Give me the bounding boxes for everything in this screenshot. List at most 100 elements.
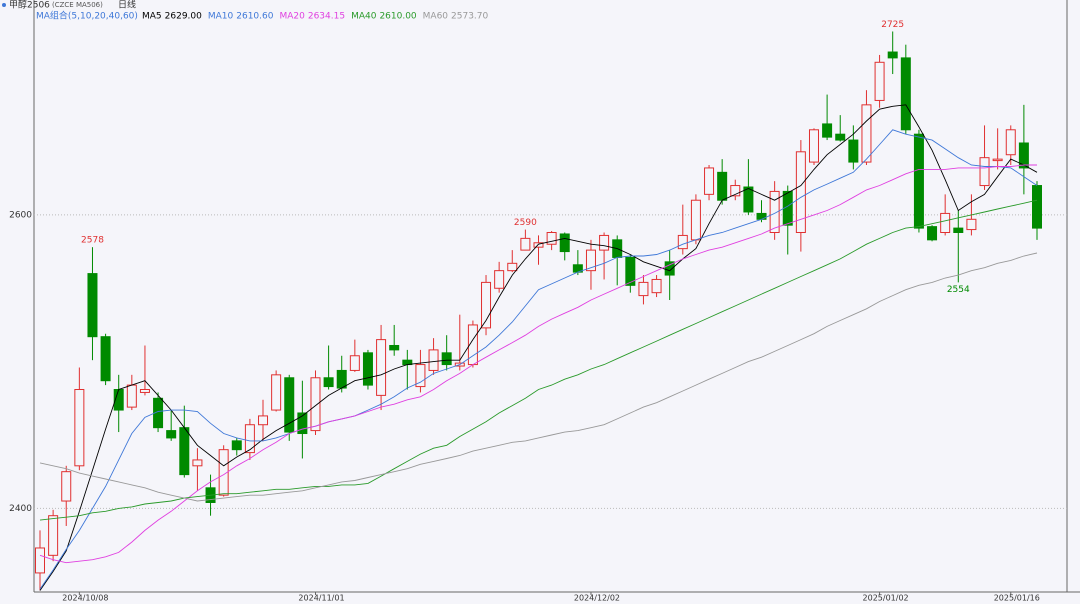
candle-body [1005,129,1016,156]
candle-body [953,227,964,234]
candle-body [913,133,924,229]
candle-body [874,61,885,101]
x-tick-label: 2024/10/08 [62,594,108,603]
candle-body [585,249,596,272]
candle-body [323,377,334,388]
candle-body [795,151,806,234]
candle-body [35,547,45,574]
candle-body [835,133,846,141]
extreme-label: 2590 [514,218,537,228]
candle-body [271,374,282,411]
candle-body [179,427,190,476]
candle-body [743,186,754,213]
legend-name: MA5 [142,12,162,22]
candle-body [979,157,990,187]
legend: MA5 2629.00 MA10 2610.60 MA20 2634.15 MA40 2610… [142,12,489,22]
ma-line [39,252,1038,502]
ma-line [39,104,1038,591]
candle-body [415,364,426,388]
candle-body [546,232,557,245]
candle-body [704,167,715,195]
candle-body [153,397,164,429]
candle-body [349,355,360,371]
legend-value: 2610.00 [379,12,416,22]
candle-body [717,171,728,201]
candle-body [100,336,111,382]
candle-body [310,377,321,432]
candle-body [507,262,518,272]
x-tick-label: 2025/01/02 [863,594,909,603]
legend-name: MA10 [208,12,234,22]
x-tick-label: 2024/12/02 [574,594,620,603]
legend-name: MA20 [279,12,305,22]
candle-body [966,218,977,231]
candle-body [139,389,150,393]
candle-body [769,190,780,234]
candle-body [1032,185,1042,229]
candle-body [284,377,295,433]
candle-body [559,233,570,253]
candle-body [638,281,649,297]
ma-line [39,199,1038,521]
candle-body [362,352,373,386]
legend-value: 2573.70 [451,12,488,22]
candle-body [730,185,741,197]
candle-body [258,415,269,426]
legend-name: MA40 [351,12,377,22]
chart-subtitle: (CZCE MA506) [52,1,103,9]
candle-body [126,384,137,408]
candle-body [218,449,229,496]
period[interactable]: 日线 [118,0,136,11]
candle-body [756,212,767,220]
extreme-label: 2725 [881,20,904,30]
header-dot [2,3,6,7]
candle-body [48,515,59,556]
y-tick-label: 2600 [9,210,32,220]
candle-body [520,237,531,251]
candle-body [940,212,951,234]
legend-value: 2634.15 [308,12,345,22]
candle-body [625,256,636,286]
candle-body [677,234,688,250]
ma-line [39,164,1037,564]
candle-body [192,459,203,467]
legend-name: MA60 [423,12,449,22]
candle-body [848,139,859,163]
candle-body [376,339,387,396]
x-tick-label: 2024/11/01 [298,594,344,603]
x-tick-label: 2025/01/16 [994,594,1040,603]
candle-body [87,273,98,338]
legend-value: 2610.60 [236,12,273,22]
candle-body [231,440,242,451]
indicator[interactable]: MA组合(5,10,20,40,60) [36,10,138,22]
candle-body [690,199,701,241]
candle-body [664,261,675,276]
candle-body [900,57,911,131]
candle-body [481,281,492,329]
candle-body [599,234,610,251]
y-tick-label: 2400 [9,504,32,514]
candle-body [297,412,308,435]
candle-body [887,51,898,59]
candle-body [1018,142,1029,169]
candle-body [428,349,439,371]
extreme-label: 2578 [81,236,104,246]
candle-body [927,226,938,241]
candle-body [74,389,85,467]
candle-body [808,129,819,163]
legend-value: 2629.00 [165,12,202,22]
candle-body [61,471,72,502]
candle-body [992,158,1003,162]
candle-body [651,278,662,294]
candle-body [441,352,452,366]
candle-body [389,344,400,351]
candle-body [336,369,347,389]
candle-body [533,242,544,248]
candle-body [861,104,872,163]
candle-body [494,270,505,289]
chart-title: 甲醇2506 [9,0,50,11]
candle-body [822,123,833,138]
extreme-label: 2554 [947,285,970,295]
